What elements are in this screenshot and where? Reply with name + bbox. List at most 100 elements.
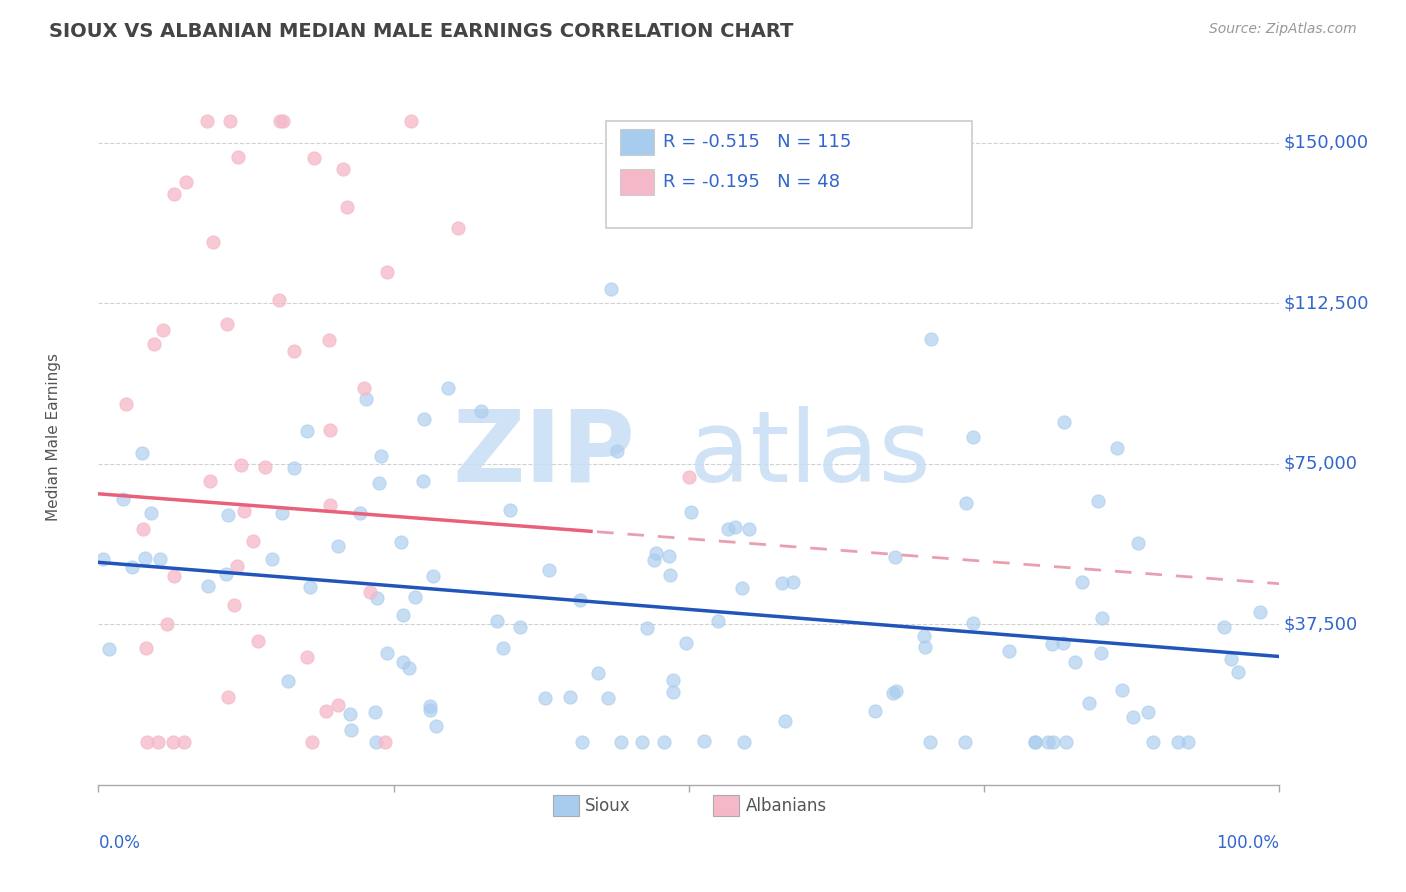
Point xyxy=(97,642,120,657)
Point xyxy=(485,614,508,628)
Point xyxy=(246,634,269,648)
Point xyxy=(912,629,935,643)
Point xyxy=(883,549,905,564)
Text: Median Male Earnings: Median Male Earnings xyxy=(46,353,60,521)
Point xyxy=(658,549,681,563)
Point xyxy=(782,574,804,589)
Bar xyxy=(713,796,738,816)
Point xyxy=(1177,735,1199,749)
Text: SIOUX VS ALBANIAN MEDIAN MALE EARNINGS CORRELATION CHART: SIOUX VS ALBANIAN MEDIAN MALE EARNINGS C… xyxy=(49,22,793,41)
Point xyxy=(1128,536,1150,550)
Point xyxy=(318,423,340,437)
FancyBboxPatch shape xyxy=(606,120,973,228)
Point xyxy=(359,585,381,599)
Point xyxy=(1212,620,1234,634)
Point xyxy=(1219,651,1241,665)
Point xyxy=(1226,665,1249,680)
Text: R = -0.515   N = 115: R = -0.515 N = 115 xyxy=(664,133,851,151)
Point xyxy=(173,735,195,749)
Point xyxy=(918,735,941,749)
Point xyxy=(1111,683,1133,698)
Point xyxy=(1107,441,1129,455)
Point xyxy=(447,220,470,235)
Point xyxy=(1024,735,1046,749)
Point xyxy=(1091,611,1114,625)
Text: Sioux: Sioux xyxy=(585,797,631,814)
Point xyxy=(215,317,238,331)
Point xyxy=(174,175,197,189)
Point xyxy=(1054,735,1077,749)
Point xyxy=(135,641,157,656)
Point xyxy=(419,698,441,713)
Point xyxy=(955,735,977,749)
Point xyxy=(283,343,305,358)
Point xyxy=(141,506,163,520)
Point xyxy=(374,735,396,749)
Point xyxy=(568,592,591,607)
Point xyxy=(675,636,697,650)
Text: Source: ZipAtlas.com: Source: ZipAtlas.com xyxy=(1209,22,1357,37)
Point xyxy=(392,655,415,669)
Point xyxy=(681,505,703,519)
Point xyxy=(509,620,531,634)
Point xyxy=(163,568,186,582)
Point xyxy=(422,568,444,582)
Point xyxy=(375,265,398,279)
Point xyxy=(135,735,157,749)
Point xyxy=(328,539,350,553)
Point xyxy=(1122,709,1144,723)
Point xyxy=(131,446,153,460)
Point xyxy=(533,690,555,705)
Point xyxy=(366,591,388,606)
Point xyxy=(218,114,240,128)
Point xyxy=(269,114,291,128)
Point xyxy=(914,640,936,655)
Point xyxy=(217,508,239,523)
Point xyxy=(499,503,522,517)
Point xyxy=(254,460,277,475)
Text: R = -0.195   N = 48: R = -0.195 N = 48 xyxy=(664,173,839,191)
Point xyxy=(152,323,174,337)
Point xyxy=(538,563,561,577)
Point xyxy=(706,614,728,628)
Text: 100.0%: 100.0% xyxy=(1216,834,1279,852)
Point xyxy=(1052,635,1074,649)
Point xyxy=(233,504,256,518)
Point xyxy=(131,523,153,537)
Point xyxy=(114,397,136,411)
Point xyxy=(610,735,633,749)
Point xyxy=(162,187,184,202)
Text: Albanians: Albanians xyxy=(745,797,827,814)
Point xyxy=(412,475,434,489)
Point xyxy=(425,719,447,733)
Point xyxy=(375,646,398,660)
Point xyxy=(1053,415,1076,429)
Point xyxy=(600,282,623,296)
Point xyxy=(644,546,666,560)
Point xyxy=(389,535,412,549)
Point xyxy=(1064,655,1087,669)
Point xyxy=(340,723,363,737)
Bar xyxy=(553,796,579,816)
Point xyxy=(398,661,420,675)
Text: ZIP: ZIP xyxy=(453,406,636,503)
Point xyxy=(652,735,675,749)
Point xyxy=(215,567,238,582)
Point xyxy=(643,553,665,567)
Point xyxy=(202,235,225,250)
Point xyxy=(724,519,747,533)
Point xyxy=(560,690,582,704)
Point xyxy=(364,735,387,749)
Point xyxy=(413,412,436,426)
Point xyxy=(195,114,218,128)
Point xyxy=(349,506,371,520)
Point xyxy=(353,381,375,395)
Point xyxy=(636,621,658,635)
Point xyxy=(356,392,378,407)
Point xyxy=(738,523,761,537)
Point xyxy=(222,598,245,612)
Point xyxy=(1042,735,1064,749)
Point xyxy=(242,534,264,549)
Point xyxy=(149,552,172,566)
Text: $112,500: $112,500 xyxy=(1284,294,1368,312)
